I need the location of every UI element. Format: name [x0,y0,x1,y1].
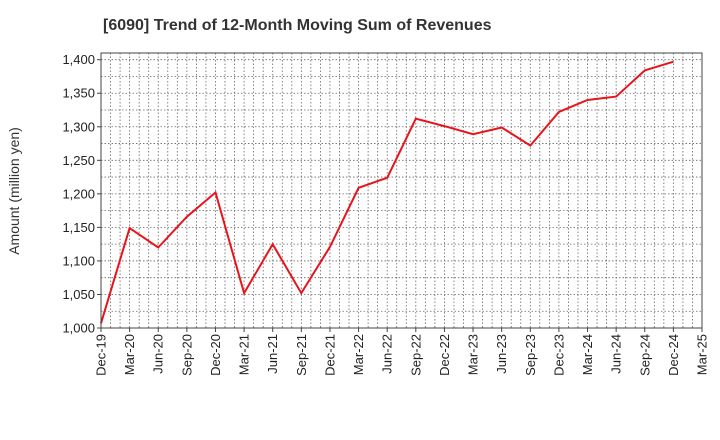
series-line [100,60,674,324]
x-tick-label: Sep-20 [179,334,194,376]
chart-title: [6090] Trend of 12-Month Moving Sum of R… [103,17,492,34]
y-tick-label: 1,350 [62,86,95,101]
x-tick-label: Mar-20 [122,334,137,375]
y-tick-label: 1,150 [62,220,95,235]
series-layer [100,60,674,324]
y-tick-label: 1,300 [62,119,95,134]
plot-area-frame [100,52,703,329]
x-tick-label: Dec-19 [94,334,109,376]
x-tick-label: Jun-24 [609,334,624,374]
x-tick-label: Dec-20 [208,334,223,376]
x-tick-label: Mar-22 [351,334,366,375]
x-tick-label: Sep-23 [523,334,538,376]
y-tick-label: 1,400 [62,52,95,67]
x-tick-label: Dec-22 [437,334,452,376]
y-tick-label: 1,000 [62,321,95,336]
y-tick-label: 1,050 [62,287,95,302]
x-axis-ticks: Dec-19 Mar-20 Jun-20 Sep-20 Dec-20 Mar-21 Jun-… [94,328,710,376]
y-axis-ticks: 1,000 1,050 1,100 1,150 1,200 1,250 1,300 1,350… [62,52,101,336]
y-axis-label: Amount (million yen) [6,127,22,255]
x-tick-label: Jun-23 [494,334,509,374]
x-tick-label: Dec-24 [666,334,681,376]
x-tick-label: Dec-23 [551,334,566,376]
x-tick-label: Dec-21 [322,334,337,376]
y-tick-label: 1,250 [62,153,95,168]
x-tick-label: Jun-21 [265,334,280,374]
x-tick-label: Mar-21 [237,334,252,375]
x-tick-label: Sep-21 [294,334,309,376]
y-tick-label: 1,100 [62,253,95,268]
x-tick-label: Jun-22 [380,334,395,374]
x-tick-label: Jun-20 [151,334,166,374]
x-tick-label: Sep-24 [637,334,652,376]
x-tick-label: Mar-25 [695,334,710,375]
x-tick-label: Mar-24 [580,334,595,375]
y-tick-label: 1,200 [62,186,95,201]
grid-lines [100,53,702,329]
x-tick-label: Mar-23 [466,334,481,375]
x-tick-label: Sep-22 [408,334,423,376]
